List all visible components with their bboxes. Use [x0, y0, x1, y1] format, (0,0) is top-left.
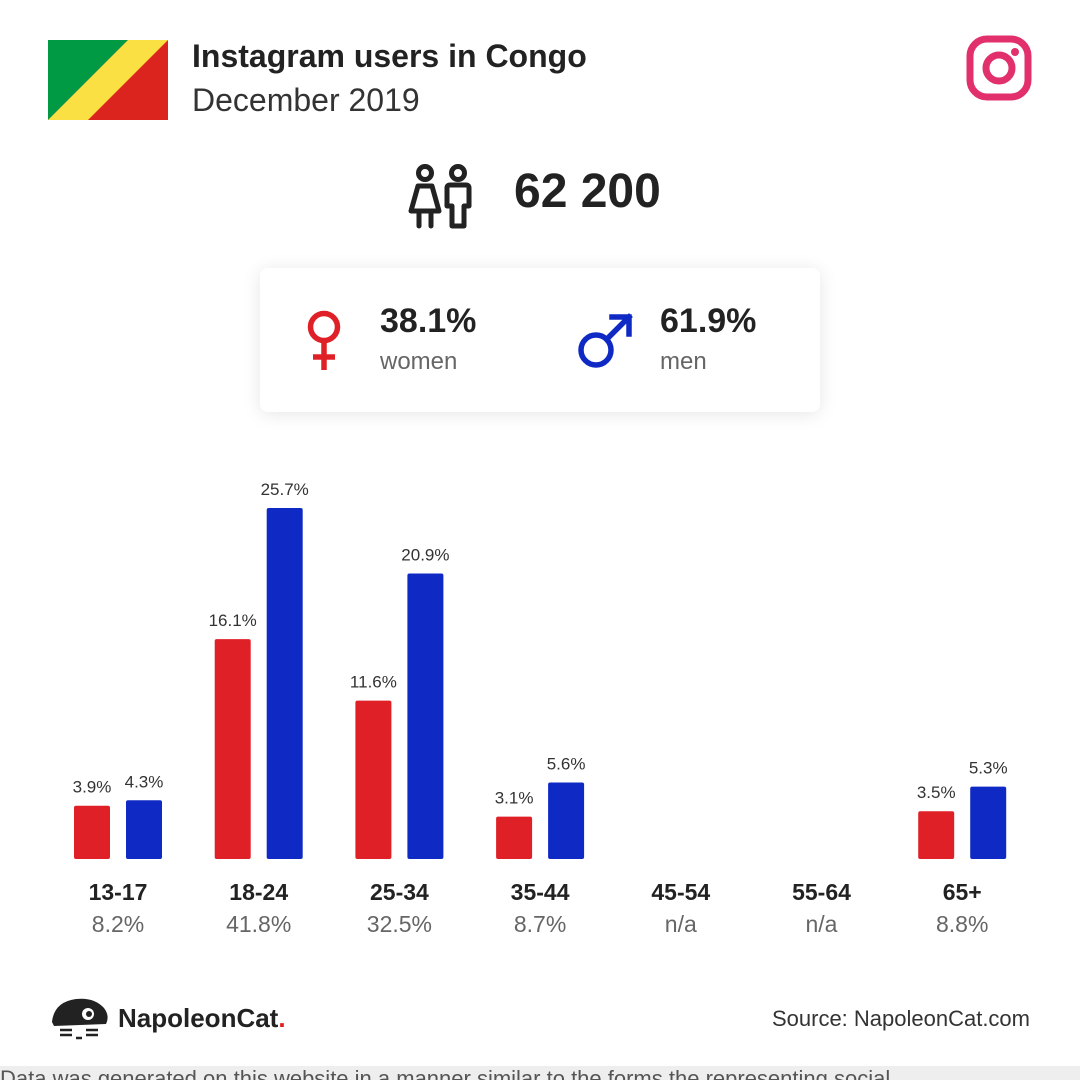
footer-note: Data was generated on this website in a …	[0, 1066, 891, 1080]
bar-men-13-17	[126, 800, 162, 859]
bar-men-65+	[970, 786, 1007, 859]
bar-label-men-65+: 5.3%	[969, 759, 1008, 778]
source-text: Source: NapoleonCat.com	[771, 1006, 1030, 1031]
age-gender-bar-chart: 3.9% 4.3% 13-17 8.2% 16.1% 25.7% 18-24 41.8% 11.…	[73, 480, 1008, 937]
category-total-13-17: 8.2%	[92, 911, 144, 937]
chart-subtitle: December 2019	[192, 82, 420, 118]
bar-women-65+	[918, 811, 955, 859]
male-icon	[578, 313, 633, 368]
female-icon	[307, 310, 341, 370]
category-total-18-24: 41.8%	[226, 911, 291, 937]
napoleoncat-logo-icon	[52, 998, 108, 1040]
bar-label-women-25-34: 11.6%	[350, 673, 397, 692]
bar-label-women-65+: 3.5%	[917, 783, 956, 802]
category-label-45-54: 45-54	[651, 879, 710, 905]
category-total-65+: 8.8%	[936, 911, 988, 937]
users-icon	[408, 164, 472, 229]
bar-women-35-44	[496, 816, 533, 859]
total-users: 62 200	[514, 165, 661, 218]
bar-women-25-34	[355, 700, 392, 859]
category-total-55-64: n/a	[806, 911, 838, 937]
category-label-55-64: 55-64	[792, 879, 851, 905]
bar-label-men-18-24: 25.7%	[261, 480, 309, 499]
category-total-45-54: n/a	[665, 911, 697, 937]
bar-men-18-24	[266, 508, 303, 859]
women-percent: 38.1%	[380, 302, 477, 340]
category-label-18-24: 18-24	[229, 879, 288, 905]
bar-women-18-24	[214, 639, 251, 859]
category-total-35-44: 8.7%	[514, 911, 566, 937]
bar-label-men-25-34: 20.9%	[401, 546, 449, 565]
category-label-65+: 65+	[943, 879, 982, 905]
brand-name: NapoleonCat.	[118, 1003, 286, 1034]
footer-note-bar: Data was generated on this website in a …	[0, 1066, 1080, 1080]
women-label: women	[380, 348, 458, 375]
gender-summary-card: 38.1% women 61.9% men	[260, 268, 820, 412]
category-total-25-34: 32.5%	[367, 911, 432, 937]
chart-title: Instagram users in Congo	[192, 38, 587, 74]
bar-label-men-13-17: 4.3%	[125, 772, 164, 791]
congo-flag-icon	[48, 40, 168, 120]
bar-men-25-34	[407, 573, 444, 859]
bar-men-35-44	[548, 782, 585, 859]
category-label-25-34: 25-34	[370, 879, 429, 905]
men-label: men	[660, 348, 707, 375]
bar-label-women-18-24: 16.1%	[209, 611, 257, 630]
bar-label-women-35-44: 3.1%	[495, 789, 534, 808]
category-label-35-44: 35-44	[511, 879, 570, 905]
bar-label-men-35-44: 5.6%	[547, 755, 586, 774]
brand-text: NapoleonCat	[118, 1003, 279, 1033]
instagram-icon[interactable]	[966, 35, 1032, 101]
bar-women-13-17	[74, 805, 110, 859]
brand-dot: .	[278, 1003, 286, 1033]
category-label-13-17: 13-17	[89, 879, 148, 905]
men-percent: 61.9%	[660, 302, 757, 340]
bar-label-women-13-17: 3.9%	[73, 778, 112, 797]
